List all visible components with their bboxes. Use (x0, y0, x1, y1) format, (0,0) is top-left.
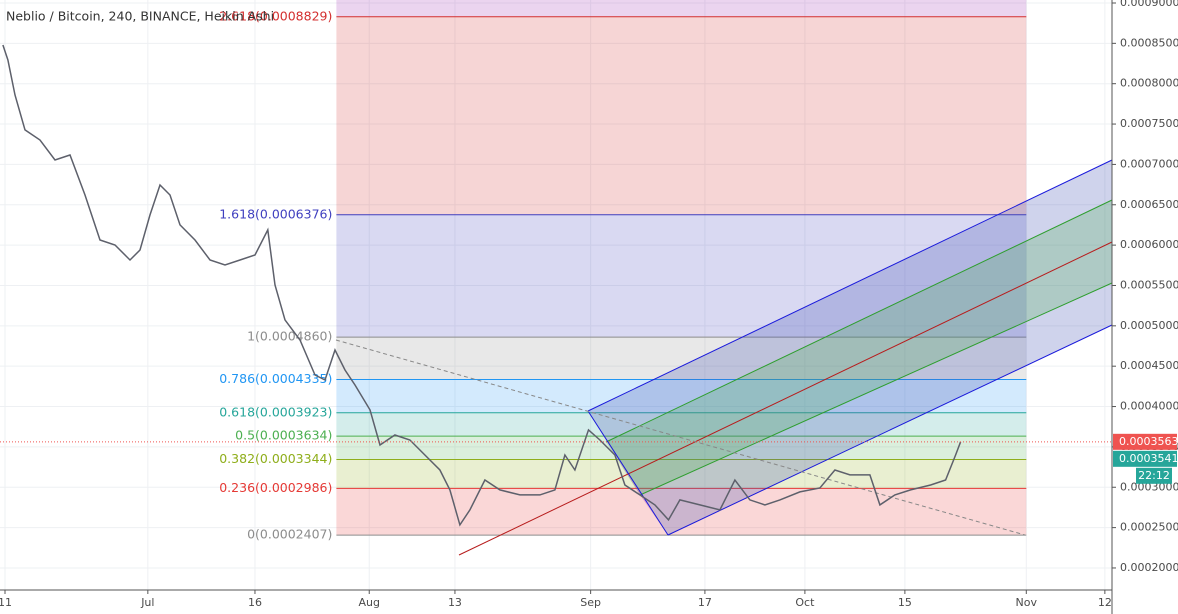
chart-title: Neblio / Bitcoin, 240, BINANCE, Heikin A… (6, 9, 274, 24)
fib-zone (336, 436, 1027, 460)
fib-zone (336, 0, 1027, 17)
price-label: 0.0003563 (1119, 435, 1178, 448)
fib-label: 0.5(0.0003634) (235, 428, 332, 443)
price-axis-bg (1112, 0, 1178, 614)
x-tick-label: Aug (358, 596, 379, 609)
fib-label: 1(0.0004860) (247, 329, 332, 344)
x-tick-label: 13 (448, 596, 462, 609)
x-tick-label: 12 (1098, 596, 1112, 609)
time-axis-bg (0, 590, 1178, 614)
y-tick-label: 0.0002000 (1120, 561, 1178, 574)
trend-line (335, 339, 1026, 536)
y-tick-label: 0.0009000 (1120, 0, 1178, 9)
pitchfork-inner-lower (639, 282, 1113, 496)
fib-zone (336, 459, 1027, 489)
x-tick-label: 11 (0, 596, 12, 609)
countdown: 22:12 (1138, 469, 1170, 482)
price-label: 0.0003541 (1119, 452, 1178, 465)
y-tick-label: 0.0008500 (1120, 36, 1178, 49)
y-tick-label: 0.0007000 (1120, 157, 1178, 170)
pitchfork-handle (587, 410, 669, 536)
x-tick-label: Nov (1016, 596, 1038, 609)
y-tick-label: 0.0007500 (1120, 117, 1178, 130)
fib-label: 0.618(0.0003923) (219, 404, 332, 419)
fib-label: 2.618(0.0008829) (219, 8, 332, 23)
fib-zone (336, 379, 1027, 413)
x-tick-label: 16 (248, 596, 262, 609)
pitchfork (335, 159, 1113, 556)
pitchfork-median (458, 241, 1113, 556)
x-tick-label: Sep (580, 596, 601, 609)
x-tick-label: 17 (698, 596, 712, 609)
x-tick-label: 15 (898, 596, 912, 609)
x-tick-label: Oct (795, 596, 815, 609)
fib-zone (336, 16, 1027, 215)
pitchfork-inner-fill (606, 200, 1112, 495)
pitchfork-lower (667, 324, 1113, 536)
fib-label: 0(0.0002407) (247, 527, 332, 542)
fib-zone (336, 412, 1027, 437)
y-tick-label: 0.0005500 (1120, 278, 1178, 291)
pitchfork-inner-upper (605, 199, 1113, 443)
countdown-box (1136, 467, 1172, 484)
pitchfork-outer-fill (588, 160, 1112, 535)
price-label-box (1113, 433, 1177, 450)
fib-label: 0.236(0.0002986) (219, 480, 332, 495)
fib-zone (336, 214, 1027, 338)
grid (0, 0, 1112, 590)
fib-label: 1.618(0.0006376) (219, 206, 332, 221)
x-tick-label: Jul (140, 596, 154, 609)
y-tick-label: 0.0008000 (1120, 77, 1178, 90)
y-tick-label: 0.0004500 (1120, 359, 1178, 372)
price-series (0, 44, 1112, 527)
y-tick-label: 0.0004000 (1120, 400, 1178, 413)
fib-retracement: 2.618(0.0008829) 1.618(0.0006376) 1(0.0004… (219, 0, 1027, 542)
price-line (2, 44, 962, 527)
y-tick-label: 0.0005000 (1120, 319, 1178, 332)
y-tick-label: 0.0002500 (1120, 521, 1178, 534)
fib-label: 0.382(0.0003344) (219, 451, 332, 466)
pitchfork-upper (587, 159, 1113, 412)
y-tick-label: 0.0006000 (1120, 238, 1178, 251)
y-tick-label: 0.0006500 (1120, 198, 1178, 211)
fib-label: 0.786(0.0004335) (219, 371, 332, 386)
price-label-box (1113, 450, 1177, 467)
